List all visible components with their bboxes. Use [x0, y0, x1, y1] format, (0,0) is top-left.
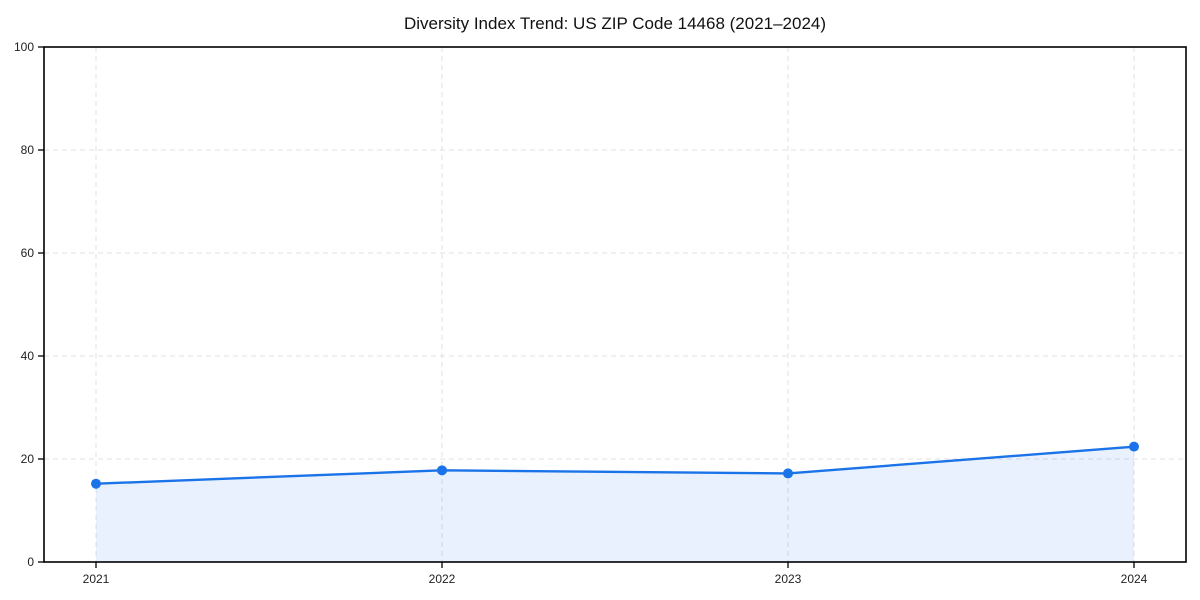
area-fill	[96, 446, 1134, 562]
axis-ticks: 0 20 40 60 80 100 2021 2022 2023 2024	[14, 40, 1148, 586]
chart-title: Diversity Index Trend: US ZIP Code 14468…	[404, 14, 826, 33]
data-point	[1129, 441, 1139, 452]
y-tick-label: 40	[21, 349, 35, 363]
data-point	[91, 478, 101, 489]
x-tick-label: 2021	[83, 572, 110, 586]
data-points	[91, 441, 1139, 489]
trend-line	[94, 445, 1136, 485]
x-tick-label: 2024	[1121, 572, 1148, 586]
y-tick-label: 20	[21, 452, 35, 466]
y-tick-label: 100	[14, 40, 34, 54]
data-point	[783, 468, 793, 479]
y-tick-label: 0	[27, 555, 34, 569]
axis-spine-box	[43, 46, 1187, 563]
y-tick-label: 80	[21, 143, 35, 157]
x-tick-label: 2022	[429, 572, 456, 586]
data-point	[437, 465, 447, 476]
y-tick-label: 60	[21, 246, 35, 260]
x-tick-label: 2023	[775, 572, 802, 586]
